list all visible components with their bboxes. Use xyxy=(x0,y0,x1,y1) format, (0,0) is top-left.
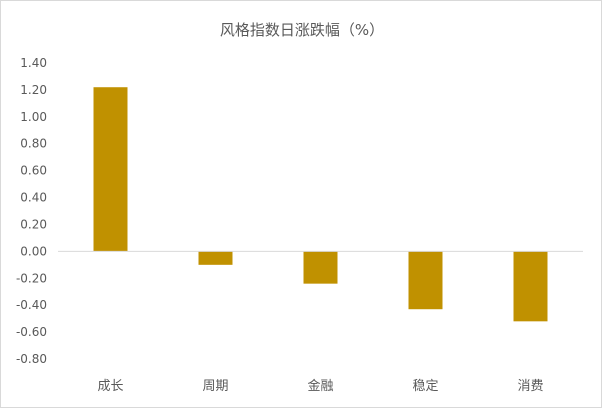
x-category-label: 成长 xyxy=(97,379,123,394)
y-tick-label: 0.60 xyxy=(20,164,47,178)
chart-title: 风格指数日涨跌幅（%） xyxy=(220,21,384,39)
y-tick-label: 0.80 xyxy=(20,137,47,151)
y-tick-label: 0.40 xyxy=(20,191,47,205)
bar-0 xyxy=(93,87,128,252)
bar-2 xyxy=(303,251,338,284)
bar-3 xyxy=(408,251,443,310)
y-tick-label: -0.80 xyxy=(16,352,47,366)
y-tick-label: 1.40 xyxy=(20,56,47,70)
y-tick-label: 0.20 xyxy=(20,217,47,231)
x-category-label: 金融 xyxy=(307,378,333,394)
y-tick-label: 1.00 xyxy=(20,110,47,124)
y-tick-label: -0.60 xyxy=(16,325,47,339)
x-axis-categories: 成长 周期 金融 稳定 消费 xyxy=(97,378,543,394)
bar-4 xyxy=(513,251,548,322)
x-category-label: 稳定 xyxy=(412,378,438,394)
bar-1 xyxy=(198,251,233,265)
y-tick-label: 1.20 xyxy=(20,83,47,97)
bars-group xyxy=(93,87,548,322)
x-category-label: 周期 xyxy=(202,379,228,394)
y-tick-label: -0.20 xyxy=(16,271,47,285)
y-axis-ticks: 1.40 1.20 1.00 0.80 0.60 0.40 0.20 0.00 -0.20 -0.… xyxy=(16,56,47,366)
y-tick-label: 0.00 xyxy=(20,244,47,258)
x-category-label: 消费 xyxy=(517,379,543,394)
y-tick-label: -0.40 xyxy=(16,298,47,312)
